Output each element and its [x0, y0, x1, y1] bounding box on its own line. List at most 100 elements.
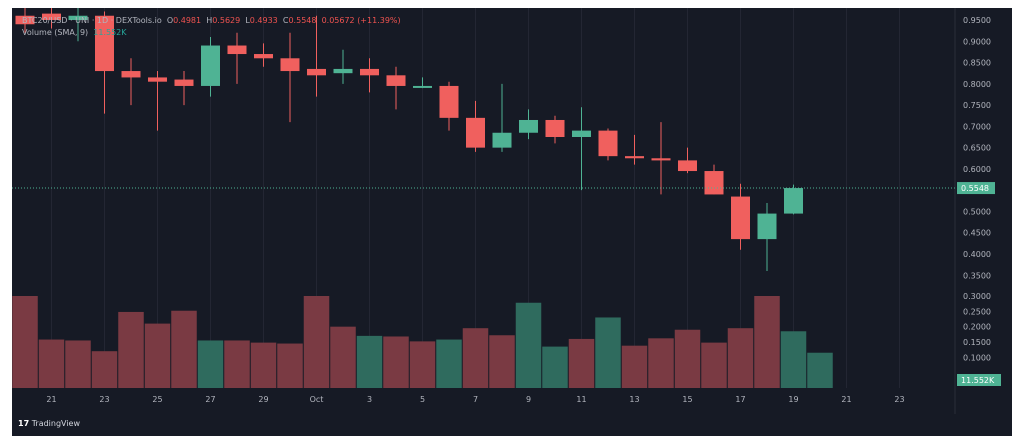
candle-body: [386, 75, 406, 86]
high-value: 0.5629: [212, 16, 241, 25]
volume-bar: [701, 342, 727, 388]
y-tick-label: 0.4000: [963, 250, 991, 259]
symbol-label: BTC20/USD · UNI · 1D · DEXTools.io: [22, 16, 162, 25]
candle-body: [784, 188, 803, 214]
volume-bar: [38, 339, 65, 388]
volume-bar: [383, 336, 409, 388]
candle-body: [413, 85, 432, 88]
last-price-badge-bg: [957, 182, 995, 195]
candle-body: [439, 85, 459, 118]
volume-bar: [780, 331, 807, 388]
x-tick-label: 21: [841, 395, 851, 404]
y-tick-label: 0.7500: [963, 101, 991, 110]
x-tick-label: 19: [788, 395, 798, 404]
candle-body: [360, 68, 379, 76]
volume-bar: [303, 296, 330, 388]
volume-legend-value: 11.552K: [93, 28, 127, 37]
x-tick-label: 11: [576, 395, 586, 404]
volume-bar: [542, 346, 568, 388]
volume-legend: Volume (SMA, 9) 11.552K: [22, 28, 127, 37]
volume-bar: [197, 340, 224, 388]
y-tick-label: 0.3000: [963, 292, 991, 301]
chart-canvas[interactable]: 0.9500 0.9000 0.8500 0.8000 0.7500 0.7000 0.65…: [12, 8, 1012, 414]
y-tick-label: 0.8000: [963, 80, 991, 89]
volume-bar: [250, 342, 277, 388]
x-tick-label: Oct: [310, 395, 324, 404]
x-tick-label: 25: [152, 395, 162, 404]
volume-bar: [436, 339, 462, 388]
ohlc-legend: BTC20/USD · UNI · 1D · DEXTools.io O0.49…: [22, 16, 401, 25]
volume-bar: [621, 345, 648, 388]
change-value: 0.05672 (+11.39%): [321, 16, 401, 25]
candle-body: [757, 213, 777, 240]
candle-body: [466, 117, 485, 148]
volume-bar: [595, 317, 621, 388]
y-tick-label: 0.4500: [963, 229, 991, 238]
y-tick-label: 0.8500: [963, 59, 991, 68]
volume-bar: [568, 338, 595, 388]
y-tick-label: 0.2000: [963, 323, 991, 332]
tradingview-brand: TradingView: [31, 419, 81, 428]
y-tick-label: 0.3500: [963, 271, 991, 280]
low-value: 0.4933: [249, 16, 278, 25]
x-tick-label: 21: [46, 395, 56, 404]
close-value: 0.5548: [288, 16, 317, 25]
x-tick-label: 29: [258, 395, 268, 404]
chart-frame: 0.9500 0.9000 0.8500 0.8000 0.7500 0.7000 0.65…: [12, 8, 1012, 436]
x-tick-label: 7: [473, 395, 478, 404]
x-tick-label: 23: [99, 395, 109, 404]
candle-body: [42, 13, 61, 20]
volume-bar: [674, 329, 701, 388]
candle-body: [201, 45, 220, 86]
x-tick-label: 23: [894, 395, 904, 404]
x-tick-label: 17: [735, 395, 745, 404]
candle-body: [307, 68, 326, 76]
y-tick-label: 0.9000: [963, 37, 991, 46]
open-value: 0.4981: [173, 16, 202, 25]
candle-body: [174, 79, 194, 86]
x-tick-label: 15: [682, 395, 692, 404]
volume-bar: [356, 335, 383, 388]
volume-bar: [91, 351, 118, 388]
y-tick-label: 0.2500: [963, 307, 991, 316]
last-volume-badge: 11.552K: [957, 374, 1001, 386]
candle-body: [678, 160, 697, 172]
volume-bar: [171, 310, 197, 388]
volume-bar: [489, 335, 515, 388]
y-tick-label: 0.6500: [963, 144, 991, 153]
candle-body: [148, 77, 167, 82]
volume-bar: [277, 343, 303, 388]
volume-bar: [462, 328, 489, 388]
candle-body: [280, 58, 300, 72]
candle-body: [651, 158, 671, 161]
candle-body: [572, 130, 591, 137]
volume-bar: [65, 340, 91, 388]
last-volume-label: 11.552K: [961, 376, 995, 385]
candle-body: [121, 71, 141, 78]
volume-bar: [224, 340, 250, 388]
last-price-label: 0.5548: [961, 184, 989, 193]
volume-bar: [12, 296, 38, 388]
tradingview-logo[interactable]: 𝟭𝟳 TradingView: [18, 419, 80, 428]
volume-bar: [727, 328, 754, 388]
x-tick-label: 27: [205, 395, 215, 404]
volume-label: Volume (SMA, 9): [22, 28, 89, 37]
volume-bar: [330, 326, 356, 388]
candle-body: [492, 132, 512, 148]
y-tick-label: 0.6000: [963, 165, 991, 174]
candle-body: [95, 15, 114, 72]
volume-bar: [754, 296, 780, 388]
candle-body: [598, 130, 618, 157]
candle-body: [731, 196, 750, 240]
candle-body: [333, 68, 353, 74]
chart-footer: 𝟭𝟳 TradingView: [12, 414, 1012, 436]
candle-body: [254, 54, 273, 59]
last-price-badge: 0.5548: [957, 182, 995, 195]
volume-bar: [648, 338, 674, 388]
candle-body: [68, 15, 88, 20]
x-tick-label: 13: [629, 395, 639, 404]
y-tick-label: 0.5000: [963, 207, 991, 216]
candle-body: [704, 171, 724, 195]
candle-body: [625, 156, 644, 159]
candle-body: [227, 45, 247, 55]
